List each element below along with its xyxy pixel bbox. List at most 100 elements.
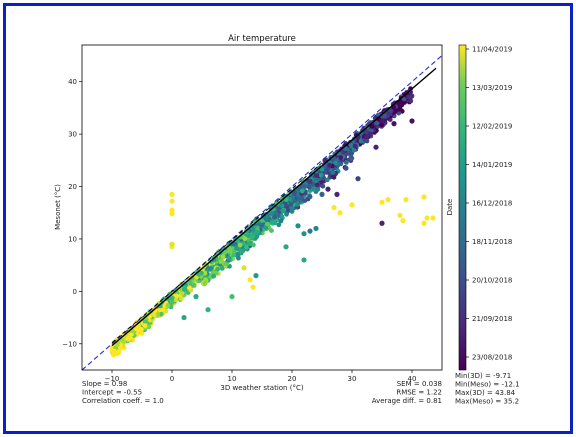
scatter-point: [179, 290, 185, 296]
scatter-point: [169, 191, 175, 197]
colorbar-tick-label: 23/08/2018: [472, 354, 512, 362]
scatter-point: [285, 207, 291, 213]
scatter-point: [276, 222, 282, 228]
scatter-point: [300, 178, 306, 184]
scatter-point: [409, 118, 415, 124]
figure-frame: [3, 3, 573, 434]
scatter-point: [166, 295, 172, 301]
scatter-point: [218, 259, 224, 264]
y-tick-label: 30: [68, 131, 77, 139]
colorbar: [458, 44, 467, 371]
scatter-point: [421, 220, 427, 226]
scatter-point: [408, 98, 414, 104]
x-axis-label: 3D weather station (°C): [220, 384, 303, 392]
stats-left-line: Slope = 0.98: [82, 380, 127, 388]
stats-center-line: SEM = 0.038: [397, 380, 442, 388]
colorbar-tick-label: 16/12/2018: [472, 200, 512, 208]
scatter-point: [397, 212, 403, 218]
stats-right-line: Min(3D) = -9.71: [455, 372, 511, 380]
scatter-point: [181, 287, 187, 292]
scatter-point: [421, 194, 427, 200]
scatter-point: [133, 326, 139, 332]
scatter-point: [189, 276, 195, 281]
scatter-point: [253, 273, 259, 279]
scatter-point: [222, 250, 228, 255]
scatter-point: [139, 327, 144, 332]
scatter-point: [288, 202, 294, 207]
x-tick-label: 0: [170, 375, 174, 383]
scatter-point: [272, 214, 278, 220]
colorbar-tick-label: 18/11/2018: [472, 238, 512, 246]
scatter-point: [224, 261, 230, 267]
colorbar-tick-label: 11/04/2019: [472, 46, 512, 54]
scatter-point: [292, 191, 297, 197]
scatter-point: [289, 208, 295, 214]
colorbar-tick-label: 20/10/2018: [472, 277, 512, 285]
scatter-point: [401, 96, 407, 102]
scatter-point: [369, 123, 375, 129]
scatter-point: [125, 336, 131, 342]
colorbar-tick-label: 13/03/2019: [472, 84, 512, 92]
scatter-point: [232, 241, 238, 247]
scatter-point: [174, 293, 180, 299]
scatter-point: [324, 177, 330, 183]
scatter-point: [338, 155, 344, 160]
scatter-point: [307, 188, 313, 194]
scatter-point: [313, 225, 319, 232]
scatter-point: [403, 197, 409, 203]
colorbar-tick-label: 12/02/2019: [472, 123, 512, 131]
scatter-point: [385, 197, 391, 203]
scatter-point: [220, 254, 226, 259]
y-tick-label: 10: [68, 235, 77, 243]
colorbar-tick-label: 14/01/2019: [472, 161, 512, 169]
scatter-point: [331, 174, 337, 180]
colorbar-label: Date: [446, 199, 454, 216]
scatter-point: [337, 210, 343, 216]
scatter-point: [215, 266, 221, 272]
scatter-point: [236, 255, 241, 261]
scatter-point: [284, 211, 289, 217]
scatter-point: [234, 245, 239, 251]
x-tick-label: 20: [288, 375, 297, 383]
colorbar-tick-label: 21/09/2018: [472, 315, 512, 323]
scatter-point: [111, 348, 117, 354]
scatter-point: [302, 184, 308, 189]
scatter-point: [202, 280, 208, 286]
scatter-point: [424, 215, 430, 221]
scatter-point: [191, 283, 197, 288]
scatter-point: [250, 234, 256, 239]
scatter-point: [187, 279, 193, 285]
scatter-point: [314, 182, 320, 188]
scatter-point: [367, 131, 373, 137]
x-tick-label: 10: [228, 375, 237, 383]
scatter-point: [301, 257, 307, 263]
stats-left-line: Intercept = -0.55: [82, 389, 142, 397]
scatter-point: [398, 101, 403, 107]
scatter-point: [278, 218, 284, 224]
stats-left-line: Correlation coeff. = 1.0: [82, 397, 164, 405]
scatter-point: [307, 178, 313, 184]
scatter-point: [269, 219, 275, 225]
scatter-point: [260, 223, 265, 228]
scatter-point: [226, 255, 232, 261]
scatter-point: [163, 308, 169, 314]
stats-right-line: Max(3D) = 43.84: [455, 389, 516, 397]
scatter-point: [241, 265, 247, 271]
scatter-point: [265, 221, 270, 227]
scatter-point: [219, 266, 225, 271]
x-tick-label: −10: [105, 375, 120, 383]
fit-line: [111, 67, 437, 347]
scatter-point: [169, 207, 175, 213]
scatter-point: [237, 242, 243, 248]
scatter-point: [380, 118, 385, 124]
scatter-point: [253, 218, 259, 224]
scatter-point: [246, 241, 252, 246]
scatter-point: [151, 312, 157, 318]
scatter-point: [295, 201, 301, 207]
y-tick-label: 20: [68, 183, 77, 191]
scatter-point: [280, 208, 286, 214]
scatter-point: [299, 188, 305, 194]
scatter-point: [355, 176, 361, 182]
scatter-point: [235, 251, 241, 257]
scatter-point: [409, 93, 415, 99]
